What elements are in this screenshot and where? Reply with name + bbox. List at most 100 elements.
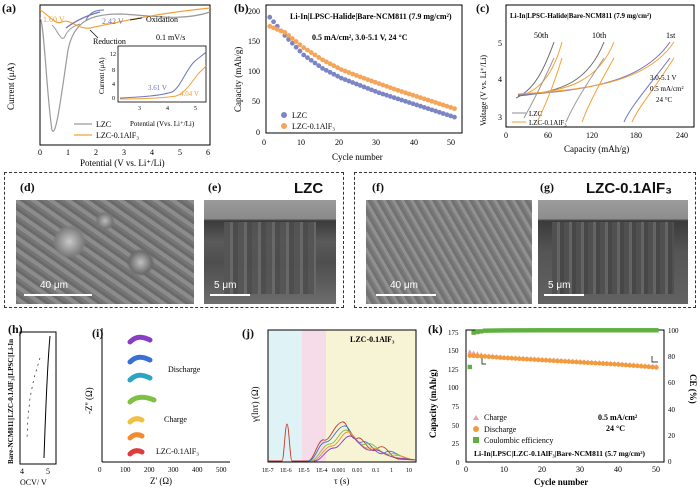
sample-title: LZC-0.1AlF₃	[586, 180, 673, 197]
lzc-point	[421, 105, 427, 110]
panel-label: (d)	[20, 180, 35, 194]
xtick: 0.001	[332, 468, 346, 474]
ocv-curve	[43, 335, 51, 459]
discharge-curve	[631, 57, 675, 123]
inset-ytick: 8	[112, 68, 115, 74]
xtick: 20	[538, 465, 546, 474]
panel-label: (g)	[540, 180, 554, 194]
discharge-point	[509, 356, 514, 361]
ce-point	[642, 328, 648, 333]
ce-point	[574, 328, 579, 333]
ce-point	[585, 328, 591, 333]
alf3-point	[297, 42, 303, 48]
cond-voltage: 3.0-5.1 V	[650, 74, 677, 82]
lzc-point	[305, 55, 310, 61]
panel-i: (i) Discharge Charge LZC-0.1AlF₃ 0 100 2…	[70, 318, 238, 489]
ce-point	[505, 328, 511, 333]
xtick: 40	[410, 138, 418, 147]
lzc-point	[327, 69, 333, 75]
xtick: 1E-4	[316, 468, 328, 474]
alf3-point	[376, 81, 382, 87]
xtick: 120	[586, 131, 598, 140]
discharge-point	[627, 363, 633, 368]
ce-point	[467, 364, 473, 370]
alf3-point	[440, 102, 446, 108]
ce-point	[513, 328, 518, 333]
lzc-point	[425, 106, 431, 112]
eis-spectrum	[127, 448, 145, 457]
alf3-point	[342, 68, 348, 74]
xtick: 0	[262, 138, 266, 147]
discharge-point	[654, 365, 659, 370]
y2tick: 20	[668, 432, 676, 440]
discharge-point	[581, 360, 587, 365]
discharge-point	[467, 353, 473, 358]
alf3-point	[429, 98, 435, 104]
discharge-point	[494, 354, 499, 360]
region-2	[302, 330, 326, 462]
cycle-label-50: 50th	[534, 31, 548, 40]
ce-point	[589, 328, 594, 333]
discharge-point	[555, 358, 560, 364]
eis-spectrum	[127, 372, 153, 383]
lzc-point	[301, 52, 307, 58]
panel-label: (f)	[372, 180, 384, 194]
y-axis-label: γ(lnτ) (Ω)	[250, 386, 260, 423]
x-axis-label: Potential (V vs. Li⁺/Li)	[80, 158, 165, 168]
ce-point	[479, 329, 484, 334]
eis-spectrum	[127, 432, 145, 441]
ytick: 100	[448, 384, 459, 392]
discharge-point	[539, 357, 545, 363]
xtick: 50	[652, 465, 660, 474]
inset-xtick: 5	[194, 106, 197, 112]
ytick: 75	[452, 403, 460, 411]
alf3-point	[282, 30, 288, 35]
charge-curve	[517, 41, 605, 97]
lzc-point	[323, 67, 329, 73]
discharge-point	[650, 364, 655, 370]
sem-image-d: 40 μm	[16, 200, 194, 304]
xtick: 4	[150, 148, 154, 157]
alf3-point	[436, 101, 442, 107]
xtick: 60	[544, 131, 552, 140]
panel-k: (k) Charge Discharge Coulombic efficienc…	[424, 318, 700, 489]
discharge-point	[475, 353, 480, 359]
panel-label: (b)	[234, 1, 249, 15]
xtick: 1	[390, 468, 393, 474]
legend-alf3: LZC-0.1AlF₃	[529, 119, 567, 127]
xtick: 1E-7	[262, 468, 274, 474]
alf3-point	[406, 91, 412, 97]
xtick: 400	[192, 466, 203, 474]
panel-c: (c) Li-In|LPSC-Halide|Bare-NCM811 (7.9 m…	[474, 0, 700, 170]
plot-frame	[265, 4, 463, 134]
discharge-point	[528, 357, 534, 362]
ytick: 200	[248, 7, 260, 16]
lzc-point	[391, 95, 397, 101]
eis-spectrum	[127, 394, 157, 405]
ce-point	[555, 328, 560, 333]
nyquist-chart: Discharge Charge LZC-0.1AlF₃ 0 100 200 3…	[84, 328, 230, 486]
y2tick: 0	[668, 458, 672, 466]
lzc-point	[410, 101, 416, 107]
xtick: 240	[676, 131, 688, 140]
lzc-point	[418, 103, 423, 109]
plot-frame	[267, 329, 417, 463]
alf3-point	[384, 83, 390, 89]
alf3-point	[274, 26, 280, 32]
alf3-point	[327, 61, 333, 67]
ce-point	[566, 328, 572, 333]
y-axis-label: Capacity (mAh/g)	[233, 47, 243, 112]
discharge-point	[482, 354, 488, 359]
legend-lzc: LZC	[292, 111, 307, 120]
alf3-point	[399, 89, 405, 94]
lzc-point	[267, 14, 273, 20]
discharge-point	[600, 361, 606, 366]
y2tick: 100	[668, 327, 679, 335]
ce-point	[490, 328, 495, 333]
xtick: 0	[504, 131, 508, 140]
xtick: 0	[38, 148, 42, 157]
discharge-point	[631, 363, 636, 368]
alf3-point	[335, 65, 341, 71]
ce-point	[524, 328, 530, 333]
xtick: 300	[168, 466, 179, 474]
